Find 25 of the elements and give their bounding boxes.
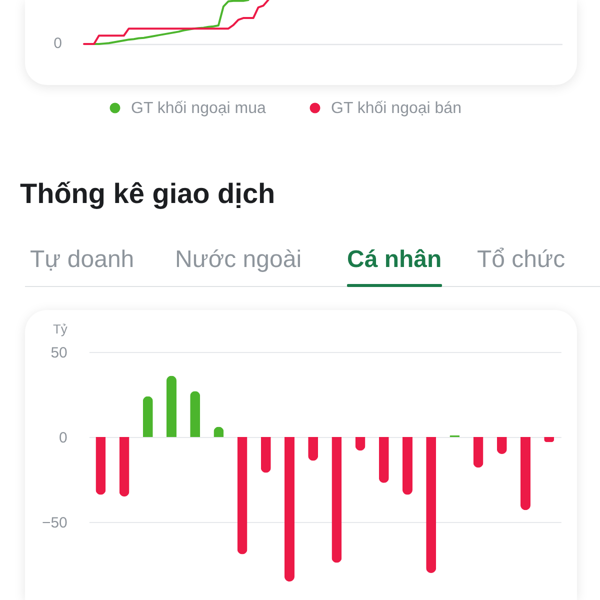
bar: [378, 436, 389, 483]
bar: [166, 375, 176, 437]
legend-label: GT khối ngoại bán: [331, 100, 462, 117]
legend-label: GT khối ngoại mua: [131, 100, 266, 117]
text: Tổ chức: [477, 245, 566, 275]
y-axis-title: Tỷ: [52, 321, 68, 336]
text: Cá nhân: [347, 245, 442, 275]
bar: [190, 390, 200, 437]
text: Nước ngoài: [175, 245, 302, 275]
y-tick-label: 50: [50, 344, 68, 362]
text: Tự doanh: [30, 245, 134, 275]
chart-title: Thống kê giao dịch: [20, 177, 276, 211]
bar: [332, 436, 342, 562]
bar: [119, 436, 130, 496]
bar: [260, 436, 271, 472]
bar: [520, 436, 530, 510]
bar: [142, 396, 153, 437]
bar: [426, 436, 436, 573]
bar: [237, 436, 248, 554]
y-tick-label: −50: [42, 514, 68, 532]
bar: [402, 436, 412, 494]
y-tick-label: 0: [59, 429, 68, 446]
bar: [96, 436, 106, 494]
bar: [284, 436, 294, 582]
bar: [473, 436, 484, 468]
